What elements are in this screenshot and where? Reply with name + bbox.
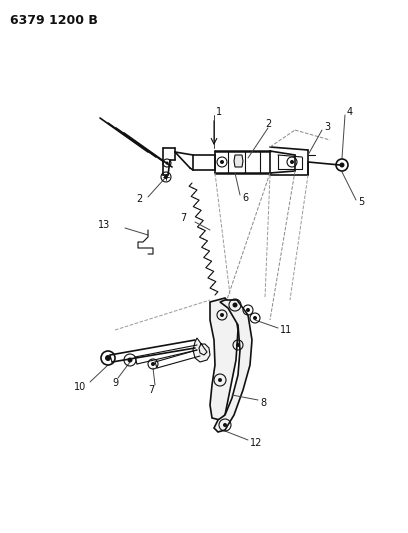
Circle shape [233, 303, 237, 308]
Circle shape [223, 423, 227, 427]
Circle shape [290, 160, 294, 164]
Circle shape [218, 378, 222, 382]
Polygon shape [214, 300, 252, 432]
Text: 2: 2 [136, 194, 142, 204]
Circle shape [220, 160, 224, 164]
Circle shape [220, 313, 224, 317]
Polygon shape [234, 155, 243, 167]
Text: 9: 9 [112, 378, 118, 388]
Text: 3: 3 [324, 122, 330, 132]
Text: 12: 12 [250, 438, 262, 448]
Text: 13: 13 [98, 220, 110, 230]
Text: 11: 11 [280, 325, 292, 335]
Circle shape [164, 175, 168, 179]
Text: 7: 7 [180, 213, 186, 223]
Circle shape [166, 161, 169, 165]
Text: 1: 1 [216, 107, 222, 117]
Polygon shape [210, 298, 238, 420]
Text: 10: 10 [74, 382, 86, 392]
Text: 6: 6 [242, 193, 248, 203]
Circle shape [253, 316, 257, 320]
Circle shape [127, 358, 133, 362]
Circle shape [339, 163, 344, 167]
Text: 2: 2 [265, 119, 271, 129]
Polygon shape [193, 338, 210, 362]
Circle shape [151, 362, 155, 366]
Circle shape [105, 355, 111, 361]
Text: 6379 1200 B: 6379 1200 B [10, 14, 98, 27]
Text: 8: 8 [260, 398, 266, 408]
Circle shape [236, 343, 240, 347]
Text: 7: 7 [148, 385, 154, 395]
Text: 5: 5 [358, 197, 364, 207]
Circle shape [246, 308, 250, 312]
Text: 4: 4 [347, 107, 353, 117]
